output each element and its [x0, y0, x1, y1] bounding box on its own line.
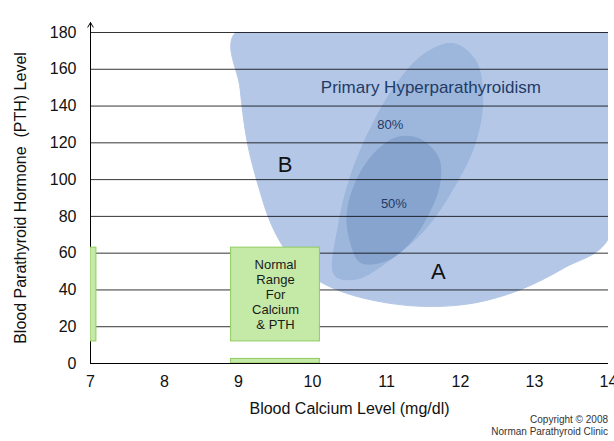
svg-text:50%: 50%: [381, 196, 407, 211]
svg-text:B: B: [278, 152, 293, 177]
svg-text:Blood Parathyroid Hormone (PT: Blood Parathyroid Hormone (PTH) Level: [12, 52, 29, 344]
svg-text:NormalRangeForCalcium& PTH: NormalRangeForCalcium& PTH: [252, 257, 299, 332]
svg-text:11: 11: [378, 373, 395, 390]
svg-text:20: 20: [59, 318, 77, 335]
svg-text:7: 7: [86, 373, 95, 390]
svg-text:80: 80: [59, 208, 77, 225]
svg-text:14: 14: [600, 373, 614, 390]
svg-text:160: 160: [50, 60, 77, 77]
svg-text:A: A: [431, 259, 446, 284]
svg-text:100: 100: [50, 171, 77, 188]
svg-text:140: 140: [50, 97, 77, 114]
svg-text:13: 13: [526, 373, 544, 390]
svg-text:120: 120: [50, 134, 77, 151]
svg-text:Primary Hyperparathyroidism: Primary Hyperparathyroidism: [321, 78, 541, 97]
svg-text:0: 0: [68, 355, 77, 372]
html-text:Copyright © 2008 Norman Parath: Copyright © 2008 Norman Parathyroid Clin…: [491, 414, 608, 437]
svg-text:40: 40: [59, 281, 77, 298]
svg-text:12: 12: [452, 373, 470, 390]
svg-text:60: 60: [59, 244, 77, 261]
svg-text:180: 180: [50, 24, 77, 41]
svg-text:80%: 80%: [377, 117, 403, 132]
svg-text:9: 9: [234, 373, 243, 390]
svg-text:10: 10: [304, 373, 322, 390]
svg-text:8: 8: [160, 373, 169, 390]
svg-text:Blood Calcium Level (mg/dl): Blood Calcium Level (mg/dl): [249, 400, 449, 417]
